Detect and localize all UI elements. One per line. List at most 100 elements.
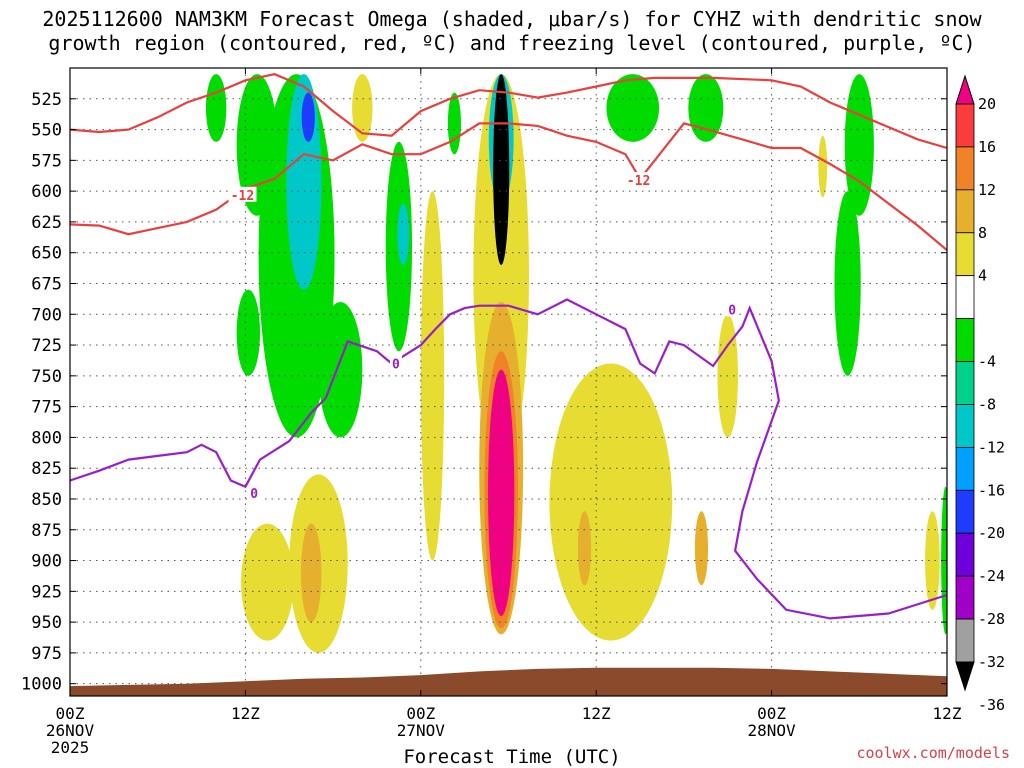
y-tick-label: 975 — [31, 644, 62, 664]
omega-region — [318, 301, 363, 438]
x-tick-label: 00Z — [406, 704, 435, 723]
omega-region — [549, 363, 673, 641]
colorbar-label: -16 — [978, 481, 1005, 499]
y-tick-label: 750 — [31, 367, 62, 387]
omega-region — [818, 135, 828, 198]
contour-label: -12 — [627, 174, 650, 189]
omega-region — [577, 511, 592, 586]
y-tick-label: 825 — [31, 459, 62, 479]
colorbar-label: -24 — [978, 567, 1005, 585]
y-tick-label: 850 — [31, 490, 62, 510]
x-tick-label: 2025 — [51, 738, 90, 757]
colorbar-bin — [955, 103, 975, 148]
freezing-level-contour — [70, 298, 947, 620]
omega-region — [205, 74, 227, 142]
y-tick-label: 675 — [31, 274, 62, 294]
colorbar-label: 8 — [978, 224, 987, 242]
colorbar-bin — [955, 446, 975, 491]
contour-label: 0 — [728, 303, 736, 318]
omega-region — [420, 191, 445, 561]
contour-label-bg — [624, 172, 653, 188]
y-tick-label: 600 — [31, 182, 62, 202]
y-tick-label: 925 — [31, 582, 62, 602]
contour-label: 0 — [392, 358, 400, 373]
colorbar-bin — [955, 232, 975, 277]
x-tick-label: 27NOV — [397, 721, 446, 740]
contour-label-bg — [726, 301, 739, 317]
contour-label-bg — [389, 355, 402, 371]
plot-area: -12 -12 0 0 0 — [69, 68, 948, 696]
y-tick-label: 575 — [31, 151, 62, 171]
contours: -12 -12 0 0 0 — [70, 73, 947, 696]
colorbar-label: -36 — [978, 696, 1005, 714]
omega-region — [241, 523, 294, 641]
y-tick-label: 900 — [31, 552, 62, 572]
colorbar-bin — [955, 275, 975, 320]
x-tick-label: 00Z — [56, 704, 85, 723]
x-tick-label: 12Z — [231, 704, 260, 723]
y-tick-label: 725 — [31, 336, 62, 356]
y-tick-label: 950 — [31, 613, 62, 633]
omega-region — [300, 523, 322, 623]
x-tick-label: 12Z — [933, 704, 962, 723]
contour-label-bg — [228, 186, 257, 202]
y-tick-label: 875 — [31, 521, 62, 541]
omega-region — [688, 74, 724, 142]
x-axis-label: Forecast Time (UTC) — [403, 746, 621, 768]
omega-region — [352, 74, 373, 142]
plot-frame — [69, 67, 948, 697]
omega-region — [447, 92, 461, 155]
colorbar-label: -32 — [978, 653, 1005, 671]
colorbar-label: -20 — [978, 524, 1005, 542]
y-tick-label: 700 — [31, 305, 62, 325]
colorbar-label: 12 — [978, 181, 996, 199]
colorbar-bin — [955, 318, 975, 362]
x-tick-label: 28NOV — [748, 721, 797, 740]
omega-region — [834, 191, 861, 376]
y-tick-label: 775 — [31, 398, 62, 418]
x-tick-label: 26NOV — [46, 721, 95, 740]
omega-region — [606, 74, 660, 142]
colorbar-label: 16 — [978, 138, 996, 156]
chart-title-line1: 2025112600 NAM3KM Forecast Omega (shaded… — [42, 7, 982, 31]
y-tick-label: 1000 — [21, 675, 62, 695]
colorbar-bin — [955, 618, 975, 663]
colorbar-bin — [955, 189, 975, 234]
colorbar-label: -4 — [978, 353, 996, 371]
omega-region — [925, 511, 940, 610]
colorbar-bin — [955, 532, 975, 577]
omega-region — [844, 74, 874, 216]
x-tick-label: 12Z — [582, 704, 611, 723]
dgz-warm-contour — [70, 122, 947, 252]
terrain — [70, 667, 947, 696]
contour-label: 0 — [250, 487, 258, 502]
y-tick-label: 525 — [31, 90, 62, 110]
colorbar-label: -28 — [978, 610, 1005, 628]
contour-label: -12 — [231, 189, 254, 204]
colorbar-top-arrow — [955, 74, 975, 105]
contour-label-bg — [248, 484, 261, 500]
y-tick-label: 800 — [31, 428, 62, 448]
chart-title-line2: growth region (contoured, red, ºC) and f… — [48, 31, 976, 55]
colorbar-bin — [955, 361, 975, 405]
omega-region — [236, 289, 261, 376]
colorbar-label: -12 — [978, 438, 1005, 456]
colorbar-label: 4 — [978, 267, 987, 285]
colorbar-bottom-arrow — [955, 661, 975, 692]
colorbar-bin — [955, 146, 975, 191]
colorbar-bin — [955, 489, 975, 534]
omega-region — [694, 511, 709, 586]
colorbar-bin — [955, 575, 975, 620]
omega-shading — [70, 68, 947, 696]
omega-region — [397, 203, 410, 266]
source-credit: coolwx.com/models — [856, 744, 1010, 762]
colorbar: 20 16 12 8 4 -4 -8 -12 -16 -20 -24 -28 -32 -36 — [955, 74, 1005, 714]
omega-region — [301, 92, 315, 142]
y-tick-label: 650 — [31, 244, 62, 264]
omega-region — [488, 369, 515, 616]
dgz-cold-contour — [70, 73, 947, 150]
colorbar-bin — [955, 404, 975, 448]
y-tick-label: 550 — [31, 121, 62, 141]
colorbar-label: -8 — [978, 395, 996, 413]
